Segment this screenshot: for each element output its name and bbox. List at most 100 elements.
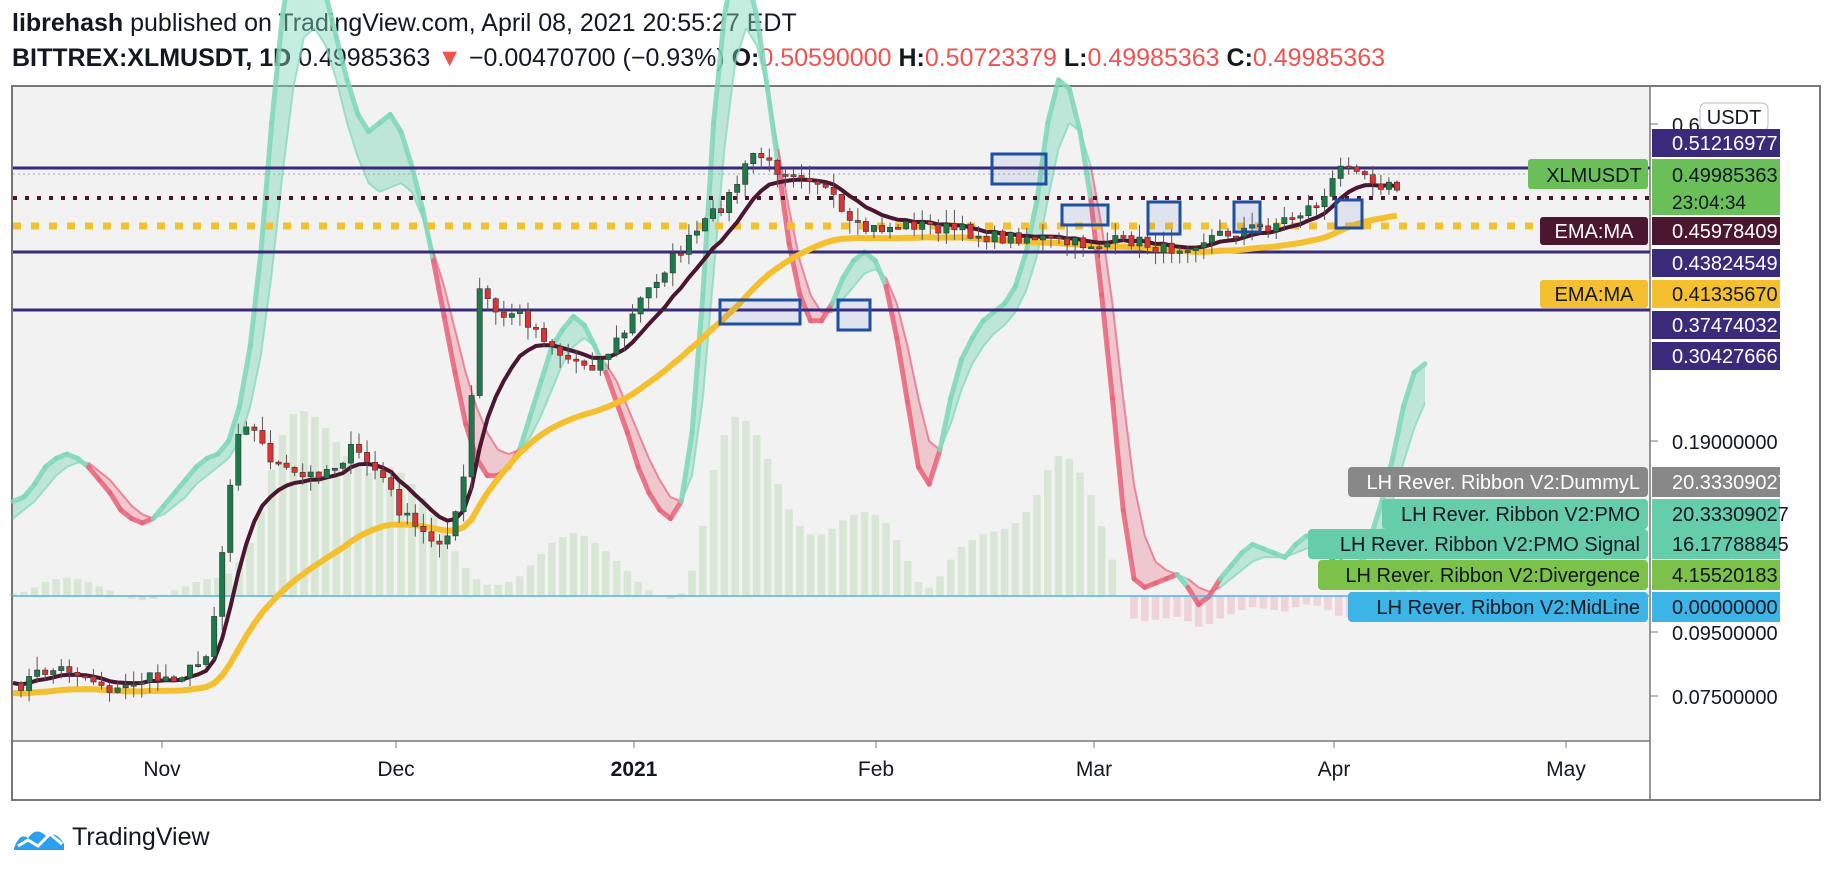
candle-body[interactable] — [991, 230, 998, 243]
candle-body[interactable] — [251, 426, 258, 431]
candle-body[interactable] — [605, 353, 612, 360]
candle-body[interactable] — [999, 230, 1006, 244]
candle-body[interactable] — [1128, 235, 1135, 247]
currency-badge[interactable]: USDT — [1699, 102, 1769, 132]
candle-body[interactable] — [1385, 181, 1392, 190]
candle-body[interactable] — [645, 287, 652, 299]
candle-body[interactable] — [1160, 242, 1167, 253]
candle-body[interactable] — [187, 664, 193, 678]
candle-body[interactable] — [734, 184, 741, 193]
candle-body[interactable] — [347, 443, 354, 464]
indicator-label[interactable]: LH Rever. Ribbon V2:DummyL 20.33309027 — [1348, 467, 1789, 497]
candle-body[interactable] — [806, 177, 813, 182]
candle-body[interactable] — [114, 687, 121, 693]
candle-body[interactable] — [203, 656, 210, 665]
candle-body[interactable] — [1080, 237, 1087, 249]
candle-body[interactable] — [82, 675, 89, 679]
candle-body[interactable] — [396, 489, 403, 516]
candle-body[interactable] — [1249, 224, 1256, 229]
author-name[interactable]: librehash — [12, 9, 124, 37]
candle-body[interactable] — [1225, 230, 1231, 237]
price-label-last[interactable]: XLMUSDT 0.49985363 23:04:34 — [1528, 159, 1780, 215]
candle-body[interactable] — [243, 426, 250, 435]
candle-body[interactable] — [50, 670, 57, 675]
candle-body[interactable] — [919, 221, 926, 230]
candle-body[interactable] — [420, 526, 427, 533]
candle-body[interactable] — [98, 681, 105, 686]
candle-body[interactable] — [814, 181, 821, 185]
candle-body[interactable] — [935, 224, 942, 234]
candle-body[interactable] — [58, 666, 65, 671]
candle-body[interactable] — [1168, 242, 1175, 254]
candle-body[interactable] — [259, 430, 266, 444]
candle-body[interactable] — [130, 683, 137, 687]
candle-body[interactable] — [372, 461, 379, 471]
indicator-label[interactable]: LH Rever. Ribbon V2:Divergence 4.15520183 — [1318, 560, 1780, 590]
candle-body[interactable] — [661, 272, 668, 283]
candle-body[interactable] — [66, 666, 73, 673]
candle-body[interactable] — [106, 685, 113, 693]
candle-body[interactable] — [629, 313, 636, 334]
candle-body[interactable] — [339, 462, 346, 469]
indicator-label[interactable]: LH Rever. Ribbon V2:PMO Signal 16.1778884… — [1308, 529, 1789, 559]
candle-body[interactable] — [364, 452, 370, 463]
candle-body[interactable] — [1136, 236, 1143, 247]
candle-body[interactable] — [879, 225, 885, 233]
candle-body[interactable] — [299, 472, 306, 478]
candle-body[interactable] — [291, 467, 298, 473]
candle-body[interactable] — [597, 359, 604, 371]
candle-body[interactable] — [1144, 236, 1151, 248]
candle-body[interactable] — [428, 531, 435, 542]
candle-body[interactable] — [444, 535, 451, 545]
candle-body[interactable] — [267, 442, 274, 463]
candle-body[interactable] — [798, 175, 805, 179]
candle-body[interactable] — [718, 208, 725, 213]
candle-body[interactable] — [315, 471, 322, 479]
candle-body[interactable] — [412, 512, 419, 527]
candle-body[interactable] — [870, 225, 877, 232]
candle-body[interactable] — [549, 341, 556, 347]
candle-body[interactable] — [653, 281, 660, 288]
candle-body[interactable] — [468, 395, 475, 478]
price-label-ema_fast[interactable]: EMA:MA 0.45978409 — [1540, 217, 1780, 245]
candle-body[interactable] — [1208, 235, 1215, 243]
candle-body[interactable] — [903, 221, 910, 230]
price-label-level[interactable]: 0.37474032 — [1652, 311, 1780, 339]
candle-body[interactable] — [1361, 171, 1368, 176]
candle-body[interactable] — [1015, 232, 1022, 244]
candle-body[interactable] — [1096, 246, 1103, 250]
indicator-label[interactable]: LH Rever. Ribbon V2:MidLine 0.00000000 — [1348, 592, 1780, 622]
candle-body[interactable] — [219, 552, 226, 617]
candle-body[interactable] — [750, 153, 757, 164]
candle-body[interactable] — [492, 298, 499, 313]
candle-body[interactable] — [122, 684, 129, 689]
candle-body[interactable] — [557, 346, 564, 356]
candle-body[interactable] — [1048, 235, 1054, 239]
candle-body[interactable] — [533, 327, 539, 330]
price-label-level[interactable]: 0.30427666 — [1652, 342, 1780, 370]
candle-body[interactable] — [726, 192, 733, 213]
candle-body[interactable] — [1056, 236, 1062, 240]
candle-body[interactable] — [138, 682, 145, 685]
candle-body[interactable] — [388, 477, 395, 490]
candle-body[interactable] — [693, 230, 700, 236]
candle-body[interactable] — [154, 672, 161, 682]
price-label-ema_slow[interactable]: EMA:MA 0.41335670 — [1540, 280, 1780, 308]
candle-body[interactable] — [26, 676, 33, 691]
candle-body[interactable] — [484, 288, 491, 300]
candle-body[interactable] — [766, 157, 773, 161]
candle-body[interactable] — [1273, 223, 1280, 232]
candle-body[interactable] — [983, 235, 990, 243]
candle-body[interactable] — [1233, 235, 1239, 239]
candle-body[interactable] — [525, 310, 531, 328]
candle-body[interactable] — [34, 669, 41, 677]
candle-body[interactable] — [1064, 238, 1071, 246]
candle-body[interactable] — [838, 194, 845, 212]
consolidation-box[interactable] — [990, 152, 1048, 186]
candle-body[interactable] — [1313, 205, 1320, 209]
candle-body[interactable] — [774, 159, 781, 175]
candle-body[interactable] — [1281, 217, 1288, 225]
candle-body[interactable] — [195, 664, 202, 667]
candle-body[interactable] — [404, 512, 411, 516]
candle-body[interactable] — [227, 484, 234, 553]
